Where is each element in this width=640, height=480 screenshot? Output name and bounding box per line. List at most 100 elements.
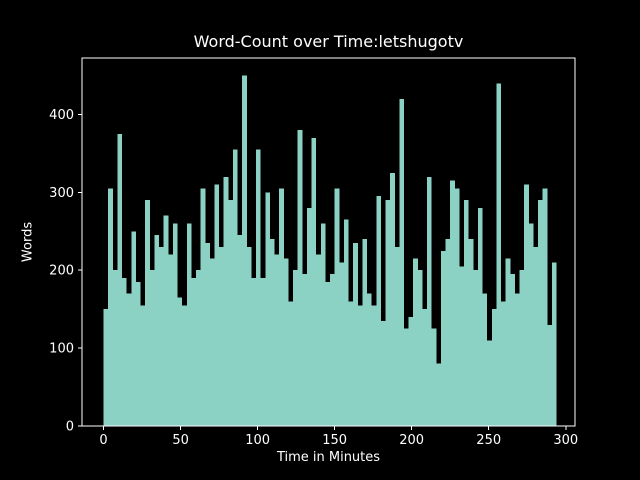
bar — [339, 262, 344, 426]
bar — [205, 242, 210, 426]
bar — [154, 235, 160, 426]
y-tick-label: 400 — [49, 108, 74, 123]
bar — [436, 363, 441, 426]
bar — [408, 316, 414, 426]
bar — [214, 184, 220, 426]
bar — [390, 172, 395, 426]
bar — [325, 281, 331, 426]
x-tick-label: 150 — [322, 433, 347, 448]
bar — [209, 258, 215, 426]
x-axis-label: Time in Minutes — [276, 450, 381, 465]
bar — [283, 258, 289, 426]
x-tick-label: 100 — [245, 433, 270, 448]
bar — [367, 293, 372, 426]
bar — [269, 239, 275, 426]
bar — [168, 254, 173, 426]
bar — [186, 223, 192, 426]
bar — [108, 188, 113, 426]
bar — [380, 320, 386, 426]
bar — [288, 301, 294, 426]
bar — [265, 192, 270, 426]
bar — [353, 242, 358, 426]
bar — [196, 270, 201, 426]
bar — [293, 270, 298, 426]
bar — [450, 180, 455, 426]
bar — [417, 270, 423, 426]
bar — [232, 149, 238, 426]
bar — [256, 149, 261, 426]
y-axis-label: Words — [20, 221, 36, 263]
bar — [547, 324, 552, 426]
bar — [477, 207, 483, 426]
bar — [440, 250, 446, 426]
bar — [172, 223, 178, 426]
bar — [320, 223, 326, 426]
bar — [519, 270, 525, 426]
bar — [551, 262, 557, 426]
y-tick-label: 300 — [49, 186, 74, 201]
bar — [149, 270, 155, 426]
bar — [177, 297, 183, 426]
bar — [496, 83, 502, 426]
bar — [528, 223, 534, 426]
bar — [246, 246, 252, 426]
bar — [135, 281, 141, 426]
x-tick-label: 50 — [172, 433, 189, 448]
bar — [482, 293, 488, 426]
y-tick-label: 200 — [49, 264, 74, 279]
bar — [533, 246, 539, 426]
bar — [316, 254, 321, 426]
bar — [251, 278, 257, 426]
bar — [376, 196, 381, 426]
bar — [399, 98, 404, 426]
bar — [140, 305, 146, 426]
bar — [228, 200, 233, 426]
bar — [306, 207, 312, 426]
bar — [126, 293, 132, 426]
bar — [403, 328, 409, 426]
x-tick-label: 200 — [399, 433, 424, 448]
bar — [505, 258, 511, 426]
bar — [491, 309, 497, 426]
bar — [468, 239, 474, 426]
bar — [371, 305, 377, 426]
x-tick-label: 0 — [99, 433, 107, 448]
bar — [311, 137, 317, 426]
bar — [542, 188, 548, 426]
bar — [260, 278, 266, 426]
bar — [445, 239, 451, 426]
bar — [459, 266, 465, 426]
bar — [362, 239, 368, 426]
bar — [191, 278, 196, 426]
bar — [487, 340, 492, 426]
bar — [279, 188, 284, 426]
bar — [473, 270, 478, 426]
y-tick-label: 0 — [66, 420, 74, 435]
bar — [357, 305, 363, 426]
bar — [431, 328, 437, 426]
bar — [394, 246, 400, 426]
bar — [343, 219, 349, 426]
y-tick-label: 100 — [49, 342, 74, 357]
chart-title: Word-Count over Time:letshugotv — [193, 32, 464, 51]
bar — [145, 200, 150, 426]
bar — [200, 188, 206, 426]
bar — [413, 258, 418, 426]
bar — [159, 246, 164, 426]
bar — [242, 75, 247, 427]
bar — [385, 200, 391, 426]
bar — [302, 274, 307, 426]
bar — [334, 188, 340, 426]
bar — [422, 309, 428, 426]
bar — [219, 246, 224, 426]
x-tick-label: 300 — [553, 433, 578, 448]
bar — [330, 274, 335, 426]
bar — [501, 301, 506, 426]
bar — [117, 133, 123, 426]
bar — [103, 309, 109, 426]
x-tick-label: 250 — [476, 433, 501, 448]
bar — [348, 301, 354, 426]
bar — [131, 231, 136, 426]
